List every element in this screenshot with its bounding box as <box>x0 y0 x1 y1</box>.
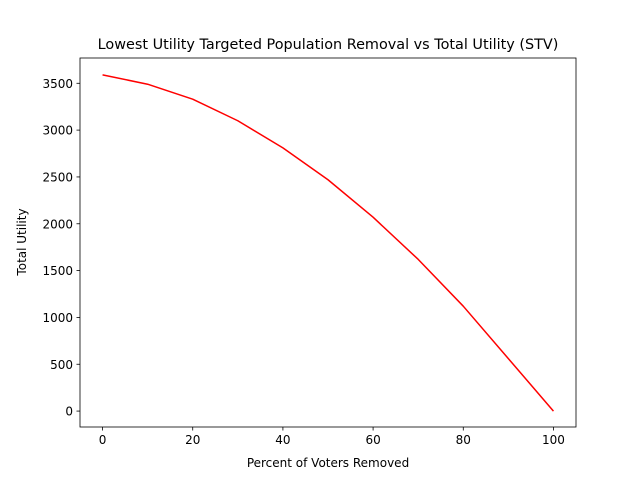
x-tick-label: 60 <box>365 433 380 447</box>
x-tick-label: 20 <box>185 433 200 447</box>
chart-title: Lowest Utility Targeted Population Remov… <box>98 37 559 53</box>
plot-frame <box>79 57 577 428</box>
x-tick-label: 80 <box>456 433 471 447</box>
y-axis-label: Total Utility <box>15 208 29 276</box>
y-tick-label: 2000 <box>42 217 73 231</box>
x-axis-label: Percent of Voters Removed <box>247 456 409 470</box>
x-tick-label: 40 <box>275 433 290 447</box>
y-tick-label: 1000 <box>42 311 73 325</box>
y-tick-label: 500 <box>50 358 73 372</box>
series-line-0 <box>102 74 555 412</box>
y-tick-label: 3500 <box>42 77 73 91</box>
y-tick-label: 1500 <box>42 264 73 278</box>
y-tick-label: 3000 <box>42 124 73 138</box>
x-tick-label: 0 <box>99 433 107 447</box>
y-tick-label: 0 <box>65 405 73 419</box>
x-tick-label: 100 <box>542 433 565 447</box>
y-tick-label: 2500 <box>42 170 73 184</box>
